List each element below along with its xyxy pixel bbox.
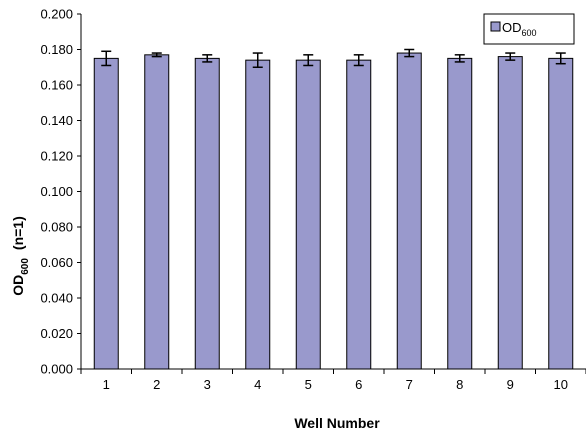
bar bbox=[194, 57, 220, 370]
legend-label-subscript: 600 bbox=[522, 28, 537, 38]
y-tick-label: 0.200 bbox=[40, 7, 73, 22]
x-tick-label: 7 bbox=[406, 377, 413, 392]
x-tick-label: 3 bbox=[204, 377, 211, 392]
y-tick-label: 0.160 bbox=[40, 78, 73, 93]
bar bbox=[245, 59, 271, 370]
x-axis-title: Well Number bbox=[294, 415, 380, 431]
x-axis-ticks: 1 2 3 4 5 6 7 8 9 10 bbox=[80, 369, 586, 392]
bar bbox=[93, 57, 119, 370]
x-tick-label: 9 bbox=[507, 377, 514, 392]
legend: OD600 bbox=[483, 13, 575, 45]
y-tick-label: 0.040 bbox=[40, 291, 73, 306]
bar bbox=[295, 59, 321, 370]
legend-label-main: OD bbox=[502, 20, 522, 35]
y-tick-label: 0.060 bbox=[40, 255, 73, 270]
legend-label: OD600 bbox=[502, 20, 537, 38]
bar bbox=[346, 59, 372, 370]
bar bbox=[396, 52, 422, 370]
y-tick-label: 0.180 bbox=[40, 42, 73, 57]
legend-swatch bbox=[490, 21, 501, 32]
y-axis-title-subscript: 600 bbox=[20, 258, 31, 275]
y-axis-title-suffix: (n=1) bbox=[10, 216, 26, 250]
bar bbox=[497, 56, 523, 370]
x-tick-label: 2 bbox=[153, 377, 160, 392]
x-tick-label: 8 bbox=[456, 377, 463, 392]
x-tick-label: 10 bbox=[554, 377, 568, 392]
x-tick-label: 1 bbox=[103, 377, 110, 392]
error-bars bbox=[101, 48, 566, 68]
y-tick-label: 0.100 bbox=[40, 184, 73, 199]
y-tick-label: 0.120 bbox=[40, 149, 73, 164]
bar bbox=[447, 57, 473, 370]
x-tick-label: 4 bbox=[254, 377, 261, 392]
x-tick-label: 6 bbox=[355, 377, 362, 392]
y-tick-label: 0.140 bbox=[40, 113, 73, 128]
y-axis-ticks: 0.000 0.020 0.040 0.060 0.080 0.100 0.120 0.140… bbox=[40, 7, 81, 377]
y-tick-label: 0.080 bbox=[40, 220, 73, 235]
y-axis-title: OD600 (n=1) bbox=[10, 216, 31, 296]
y-axis-title-main: OD bbox=[10, 275, 26, 296]
y-tick-label: 0.000 bbox=[40, 362, 73, 377]
x-tick-label: 5 bbox=[305, 377, 312, 392]
bar bbox=[548, 57, 574, 370]
y-tick-label: 0.020 bbox=[40, 326, 73, 341]
bar bbox=[144, 54, 170, 370]
bar-series bbox=[93, 52, 574, 370]
